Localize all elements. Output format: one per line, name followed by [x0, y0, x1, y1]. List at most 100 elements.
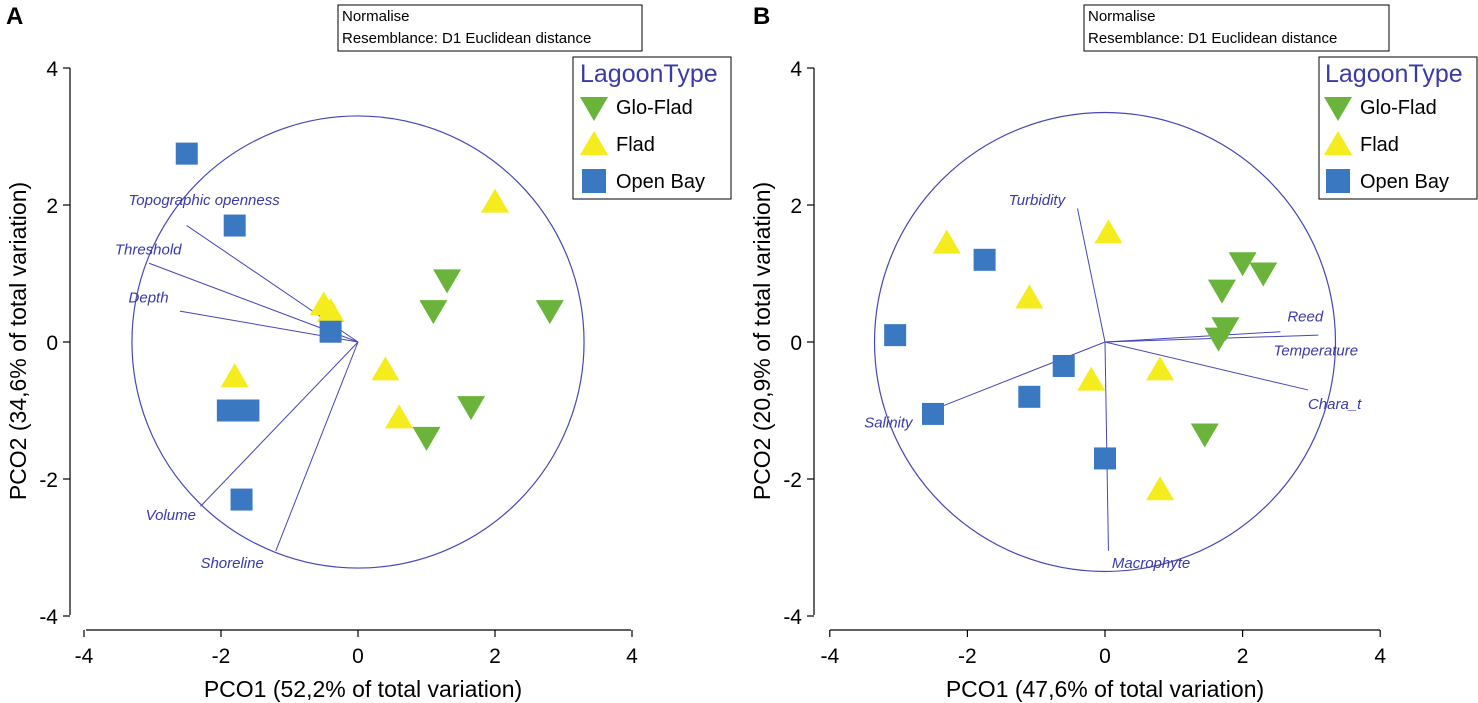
triangle-up-icon — [1324, 131, 1352, 155]
vector-label: Depth — [129, 289, 169, 306]
vector-line — [1076, 208, 1106, 343]
legend-label: Glo-Flad — [616, 97, 693, 119]
point-glo-flad — [535, 300, 564, 325]
info-line-normalise: Normalise — [1088, 8, 1156, 25]
x-tick-label: 2 — [489, 645, 501, 668]
y-tick-label: 0 — [790, 332, 802, 355]
vector-label: Temperature — [1274, 343, 1359, 360]
point-open-bay — [973, 248, 996, 271]
x-axis: -4 -2 0 2 4 — [820, 629, 1386, 668]
triangle-down-icon — [580, 97, 608, 121]
x-tick-label: 4 — [1374, 645, 1386, 668]
plot-area: Turbidity Reed Temperature Chara_t Salinity M… — [864, 111, 1362, 573]
point-glo-flad — [457, 396, 486, 421]
info-line-resemblance: Resemblance: D1 Euclidean distance — [342, 30, 591, 47]
vector-line — [275, 341, 359, 552]
vector-label: Topographic openness — [129, 192, 281, 209]
info-box-frame — [1083, 4, 1390, 52]
legend-label: Open Bay — [1360, 171, 1449, 193]
point-glo-flad — [1204, 327, 1233, 352]
square-icon — [582, 169, 606, 193]
point-flad — [481, 188, 509, 213]
point-open-bay — [1018, 385, 1041, 408]
y-tick-label: 2 — [46, 195, 58, 218]
legend-label: Open Bay — [616, 171, 705, 193]
y-tick-label: 4 — [790, 58, 802, 81]
point-open-bay — [175, 142, 198, 165]
point-open-bay — [884, 324, 907, 347]
vector-line — [1104, 341, 1309, 391]
square-icon — [1326, 169, 1350, 193]
x-axis: -4 -2 0 2 4 — [75, 629, 638, 668]
info-line-resemblance: Resemblance: D1 Euclidean distance — [1088, 30, 1337, 47]
y-tick-label: -2 — [39, 469, 58, 492]
x-axis-label: PCO1 (52,2% of total variation) — [204, 676, 522, 702]
legend-item-flad: Flad — [1324, 131, 1399, 156]
y-tick-label: 2 — [790, 195, 802, 218]
point-glo-flad — [1207, 279, 1236, 304]
y-axis: 4 2 0 -2 -4 — [783, 58, 815, 629]
point-glo-flad — [433, 269, 462, 294]
vector-label: Salinity — [864, 415, 914, 432]
legend-item-glo-flad: Glo-Flad — [1324, 97, 1437, 121]
panel-a: A Normalise Resemblance: D1 Euclidean di… — [5, 3, 732, 702]
vector-label: Threshold — [115, 241, 182, 258]
point-flad — [1094, 219, 1123, 244]
point-flad — [220, 363, 249, 388]
x-tick-label: 2 — [1237, 645, 1249, 668]
panel-label: B — [753, 3, 770, 30]
correlation-circle — [873, 111, 1337, 573]
panel-b: B Normalise Resemblance: D1 Euclidean di… — [749, 3, 1478, 702]
point-flad — [1015, 284, 1044, 309]
vector-line — [200, 341, 359, 507]
x-tick-label: -2 — [212, 645, 231, 668]
legend-title: LagoonType — [1325, 60, 1463, 88]
vector-line — [1104, 331, 1281, 343]
point-flad — [1077, 366, 1106, 391]
point-open-bay — [319, 320, 342, 343]
correlation-circle — [131, 115, 585, 569]
y-axis-label: PCO2 (20,9% of total variation) — [749, 182, 775, 500]
point-flad — [316, 298, 345, 323]
point-glo-flad — [419, 300, 448, 325]
y-axis: 4 2 0 -2 -4 — [39, 58, 71, 629]
point-glo-flad — [1249, 262, 1278, 287]
point-flad — [1146, 476, 1175, 501]
plot-area: Topographic openness Threshold Depth Volume… — [115, 115, 585, 572]
x-ticks: -4 -2 0 2 4 — [75, 630, 638, 668]
point-open-bay — [922, 402, 944, 425]
point-open-bay — [223, 214, 246, 237]
info-box: Normalise Resemblance: D1 Euclidean dist… — [1083, 4, 1390, 52]
y-tick-label: -4 — [783, 606, 802, 629]
vector-label: Chara_t — [1308, 396, 1362, 413]
y-tick-label: -4 — [39, 606, 58, 629]
vector-line — [939, 341, 1106, 408]
legend-title: LagoonType — [580, 60, 718, 88]
y-tick-label: 4 — [46, 58, 58, 81]
vector-label: Turbidity — [1009, 192, 1067, 209]
point-open-bay — [230, 488, 253, 511]
info-line-normalise: Normalise — [342, 8, 410, 25]
triangle-down-icon — [1324, 97, 1352, 121]
x-tick-label: 4 — [626, 645, 638, 668]
panel-label: A — [6, 3, 23, 30]
point-glo-flad — [1228, 252, 1257, 277]
point-open-bay — [237, 399, 260, 422]
point-open-bay — [216, 399, 239, 422]
y-axis-label: PCO2 (34,6% of total variation) — [5, 182, 31, 500]
legend: LagoonType Glo-Flad Flad Open Bay — [1318, 56, 1478, 200]
legend-label: Flad — [1360, 134, 1399, 156]
x-tick-label: -2 — [958, 645, 977, 668]
legend: LagoonType Glo-Flad Flad Open Bay — [572, 56, 732, 200]
info-box-frame — [337, 4, 643, 52]
x-tick-label: 0 — [352, 645, 364, 668]
y-ticks: 4 2 0 -2 -4 — [783, 58, 814, 629]
legend-item-flad: Flad — [580, 131, 655, 156]
point-glo-flad — [1190, 423, 1219, 448]
x-axis-label: PCO1 (47,6% of total variation) — [946, 676, 1264, 702]
point-glo-flad — [412, 426, 441, 451]
x-ticks: -4 -2 0 2 4 — [820, 630, 1386, 668]
x-tick-label: 0 — [1099, 645, 1111, 668]
point-flad — [371, 356, 400, 381]
